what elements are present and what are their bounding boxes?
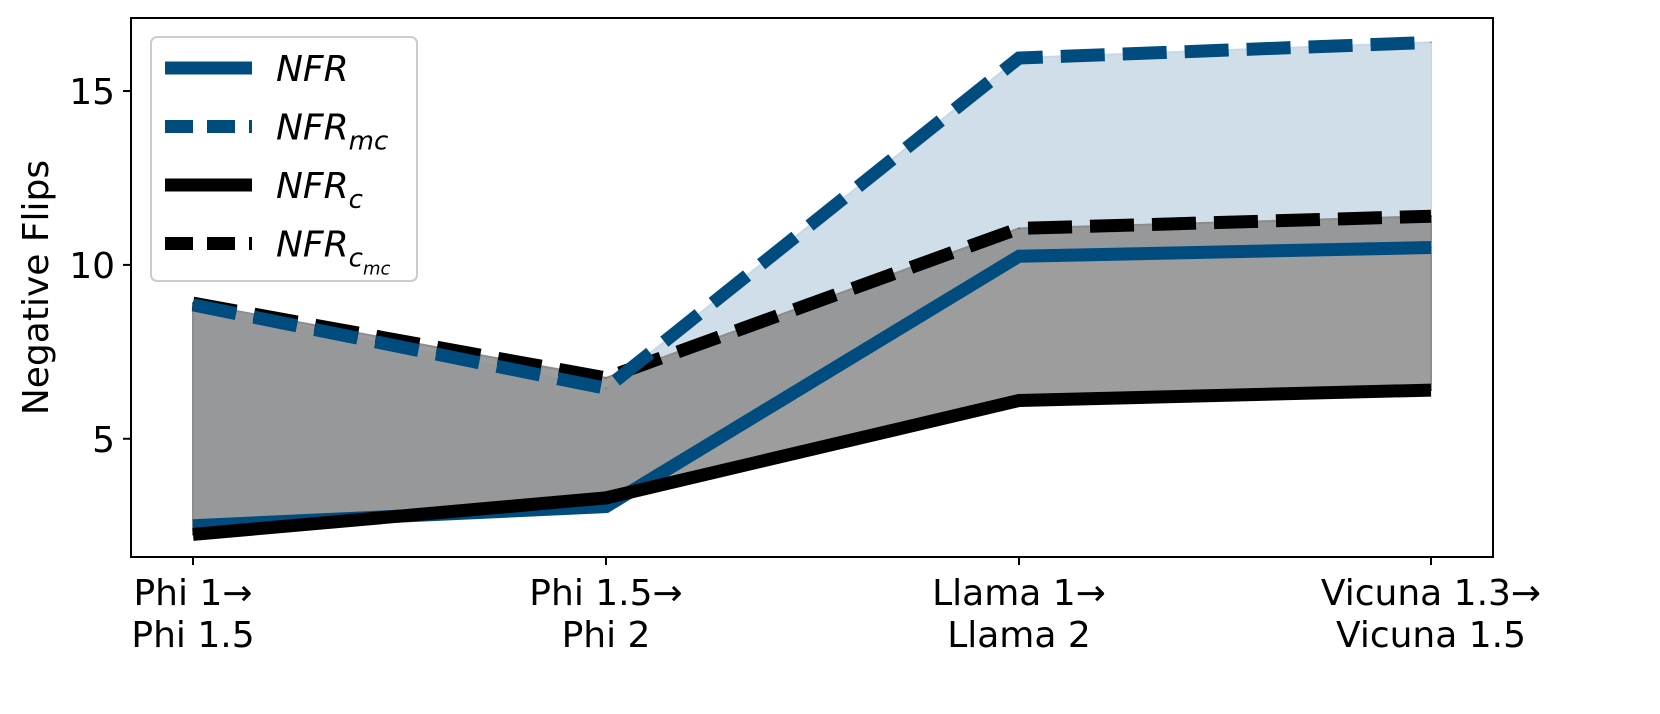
series-1-point-1 (192, 525, 194, 527)
series-4-point-4 (1430, 215, 1432, 217)
y-tick-label-2: 10 (69, 246, 115, 287)
series-2-point-1 (192, 304, 194, 306)
y-axis-label: Negative Flips (16, 160, 57, 415)
series-3-point-3 (1018, 400, 1020, 402)
series-2-point-2 (605, 387, 607, 389)
legend-label-2: NFRmc (276, 108, 388, 157)
series-2-point-4 (1430, 41, 1432, 43)
x-tick-label-1: Phi 1→ Phi 1.5 (131, 573, 254, 656)
legend-label-3: NFRc (276, 166, 363, 215)
legend-label-1: NFR (276, 49, 349, 90)
legend-box (150, 36, 418, 282)
y-tick-label-3: 15 (69, 72, 115, 113)
legend: NFR NFRmc NFRc NFRcmc (150, 36, 418, 282)
y-tick-label-1: 5 (92, 420, 115, 461)
series-line-3 (192, 383, 1432, 541)
y-axis: 5 10 15 (69, 72, 131, 461)
series-3-point-2 (605, 497, 607, 499)
legend-label-4: NFRcmc (276, 225, 390, 280)
series-4-point-1 (192, 302, 194, 304)
x-tick-label-4: Vicuna 1.3→ Vicuna 1.5 (1321, 573, 1541, 656)
x-tick-label-3: Llama 1→ Llama 2 (932, 573, 1106, 656)
series-4-point-2 (605, 377, 607, 379)
series-3-point-1 (192, 533, 194, 535)
series-2-point-3 (1018, 57, 1020, 59)
series-1-point-2 (605, 506, 607, 508)
series-line-2 (191, 35, 1432, 396)
plot-frame (130, 17, 1494, 558)
series-4-point-3 (1018, 227, 1020, 229)
series-1-point-4 (1430, 247, 1432, 249)
x-tick-label-2: Phi 1.5→ Phi 2 (529, 573, 682, 656)
series-lines (191, 35, 1432, 541)
x-axis: Phi 1→ Phi 1.5 Phi 1.5→ Phi 2 Llama 1→ Llama … (131, 557, 1541, 656)
series-3-point-4 (1430, 389, 1432, 391)
series-1-point-3 (1018, 255, 1020, 257)
